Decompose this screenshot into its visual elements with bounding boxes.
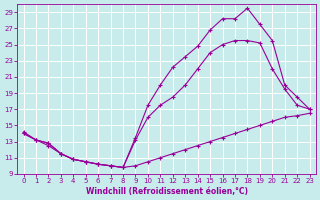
X-axis label: Windchill (Refroidissement éolien,°C): Windchill (Refroidissement éolien,°C) <box>85 187 248 196</box>
